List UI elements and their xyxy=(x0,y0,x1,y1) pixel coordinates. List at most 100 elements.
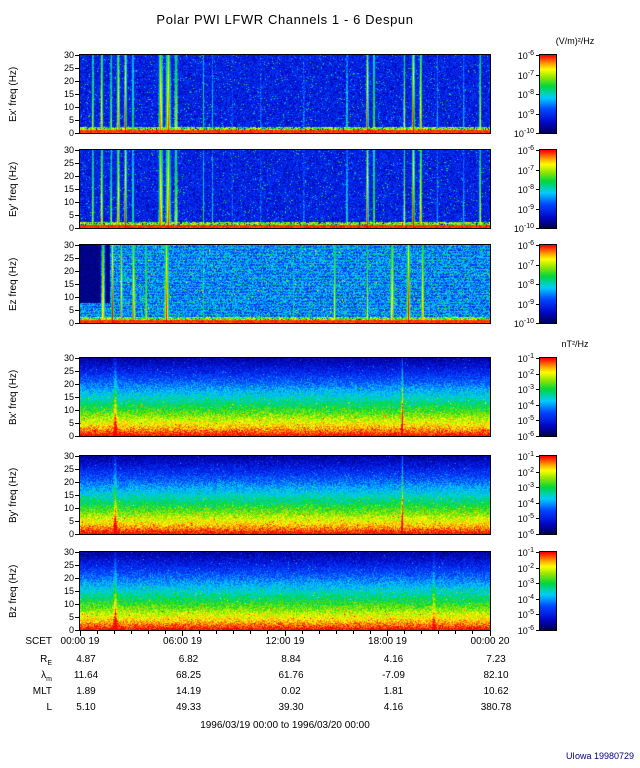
colorbar-tick xyxy=(536,389,539,391)
colorbar-tick xyxy=(536,264,539,266)
y-axis-label-ex: Ex' freq (Hz) xyxy=(8,66,19,122)
y-tick-label: 20 xyxy=(63,477,74,487)
colorbar-tick xyxy=(536,487,539,489)
colorbar-tick-label: 10-8 xyxy=(517,184,534,195)
y-tick xyxy=(75,397,79,398)
ephemeris-value: -7.09 xyxy=(382,670,405,681)
colorbar-tick xyxy=(536,358,539,359)
ephemeris-value: 11.64 xyxy=(73,670,99,681)
panel-frame-by xyxy=(79,455,491,535)
colorbar-tick-label: 10-2 xyxy=(517,368,534,380)
y-tick xyxy=(75,469,79,470)
colorbar-tick-label: 10-5 xyxy=(517,609,534,621)
colorbar-unit-label: (V/m)²/Hz xyxy=(555,36,595,46)
x-tick xyxy=(489,631,491,636)
colorbar-tick xyxy=(536,598,539,600)
credit-label: UIowa 19980729 xyxy=(565,751,634,761)
y-axis-label-bz: Bz freq (Hz) xyxy=(8,564,19,618)
x-tick xyxy=(335,631,337,634)
x-tick xyxy=(472,631,474,634)
y-tick xyxy=(75,228,79,229)
y-tick-label: 30 xyxy=(63,353,74,363)
y-tick xyxy=(75,384,79,385)
y-tick-label: 15 xyxy=(63,184,74,194)
colorbar-bz xyxy=(540,552,556,630)
y-tick xyxy=(75,163,79,164)
y-tick-label: 25 xyxy=(63,560,74,570)
x-tick xyxy=(250,631,252,634)
ephemeris-value: 4.87 xyxy=(76,654,96,665)
x-tick xyxy=(199,631,201,634)
y-tick xyxy=(75,521,79,522)
y-tick xyxy=(75,133,79,134)
colorbar-tick-label: 10-2 xyxy=(517,466,534,478)
y-tick-label: 5 xyxy=(68,115,74,125)
colorbar-tick-label: 10-4 xyxy=(517,497,534,509)
y-axis-label-ez: Ez freq (Hz) xyxy=(8,257,19,311)
ephemeris-value: 1.81 xyxy=(383,686,404,697)
y-tick xyxy=(75,120,79,121)
ephemeris-value: 10.62 xyxy=(483,686,509,697)
colorbar-tick xyxy=(536,630,539,631)
colorbar-tick xyxy=(536,567,539,569)
y-tick xyxy=(75,189,79,190)
colorbar-tick-label: 10-6 xyxy=(517,240,534,251)
y-tick xyxy=(75,150,79,151)
y-tick xyxy=(75,578,79,579)
y-tick-label: 30 xyxy=(63,145,74,155)
x-tick xyxy=(79,631,81,636)
spectrogram-ez xyxy=(80,245,490,323)
colorbar-tick-label: 10-3 xyxy=(517,384,534,396)
y-tick xyxy=(75,456,79,457)
ephemeris-value: 49.33 xyxy=(175,702,202,713)
colorbar-ez xyxy=(540,245,556,323)
ephemeris-value: 82.10 xyxy=(483,670,509,681)
y-tick-label: 15 xyxy=(63,392,74,402)
colorbar-tick xyxy=(536,404,539,406)
ephemeris-row-label: MLT xyxy=(32,686,52,697)
y-tick xyxy=(75,552,79,553)
y-tick xyxy=(75,534,79,535)
colorbar-tick xyxy=(536,228,539,229)
colorbar-tick-label: 10-10 xyxy=(513,318,534,329)
y-tick xyxy=(75,202,79,203)
colorbar-tick-label: 10-7 xyxy=(517,69,534,81)
y-tick-label: 30 xyxy=(63,240,74,250)
x-tick xyxy=(352,631,354,634)
y-tick xyxy=(75,94,79,95)
colorbar-tick xyxy=(536,373,539,375)
panel-frame-ez xyxy=(79,244,491,324)
colorbar-frame-bz xyxy=(539,551,557,631)
ephemeris-value: 5.10 xyxy=(76,702,96,713)
ephemeris-value: 0.02 xyxy=(281,686,301,697)
colorbar-tick xyxy=(536,502,539,504)
y-tick xyxy=(75,565,79,566)
colorbar-tick xyxy=(536,150,539,151)
spectrogram-ex xyxy=(80,55,490,133)
panel-frame-bz xyxy=(79,551,491,631)
x-tick xyxy=(318,631,320,634)
x-tick xyxy=(387,631,388,636)
y-tick-label: 30 xyxy=(63,451,74,461)
y-tick-label: 10 xyxy=(63,503,74,513)
x-tick xyxy=(404,631,406,634)
colorbar-tick-label: 10-6 xyxy=(517,50,534,61)
ephemeris-value: 4.16 xyxy=(383,702,404,713)
ephemeris-value: 8.84 xyxy=(281,654,301,665)
ephemeris-value: 14.19 xyxy=(175,686,202,697)
colorbar-by xyxy=(540,456,556,534)
x-tick-label: 12:00 19 xyxy=(265,636,305,647)
colorbar-tick xyxy=(536,284,539,285)
colorbar-frame-ez xyxy=(539,244,557,324)
colorbar-tick xyxy=(536,534,539,535)
colorbar-frame-ex xyxy=(539,54,557,134)
y-tick xyxy=(75,358,79,359)
y-tick-label: 25 xyxy=(63,253,74,263)
colorbar-tick-label: 10-9 xyxy=(517,203,534,215)
colorbar-tick xyxy=(536,583,539,585)
y-tick xyxy=(75,297,79,298)
x-tick xyxy=(182,631,183,636)
x-tick xyxy=(421,631,423,634)
y-tick-label: 10 xyxy=(63,102,74,112)
y-tick-label: 5 xyxy=(68,516,74,526)
